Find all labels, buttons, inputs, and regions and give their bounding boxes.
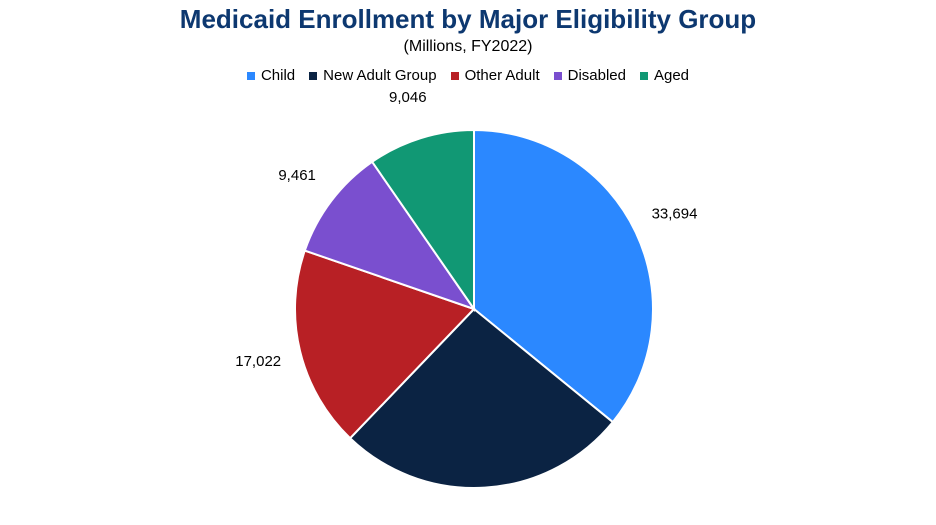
legend-swatch <box>639 71 648 80</box>
legend-item-child: Child <box>246 67 296 84</box>
chart-subtitle: (Millions, FY2022) <box>403 38 533 55</box>
legend-swatch <box>309 71 318 80</box>
pie-slice-new-adult-group <box>348 307 615 489</box>
legend-label: Child <box>260 67 296 84</box>
legend-swatch <box>246 71 255 80</box>
data-label-aged: 9,046 <box>389 89 427 106</box>
legend-label: Disabled <box>567 67 626 84</box>
legend-item-other-adult: Other Adult <box>450 67 540 84</box>
pie-slice-disabled <box>303 160 477 311</box>
legend-swatch <box>450 71 459 80</box>
legend-label: Other Adult <box>464 67 540 84</box>
legend: Child New Adult Group Other Adult Disabl… <box>0 67 936 84</box>
legend-label: Aged <box>653 67 690 84</box>
data-label-disabled: 9,461 <box>278 167 316 184</box>
data-label-child: 33,694 <box>652 206 698 223</box>
chart-title: Medicaid Enrollment by Major Eligibility… <box>179 4 757 34</box>
pie-slice-child <box>473 128 654 424</box>
legend-swatch <box>553 71 562 80</box>
data-label-new-adult-group: 24,678 <box>465 523 511 525</box>
pie-slice-other-adult <box>294 249 476 440</box>
data-label-other-adult: 17,022 <box>235 353 281 370</box>
pie-slice-aged <box>370 128 475 313</box>
legend-item-disabled: Disabled <box>553 67 626 84</box>
legend-item-aged: Aged <box>639 67 690 84</box>
legend-item-new-adult-group: New Adult Group <box>309 67 437 84</box>
legend-label: New Adult Group <box>323 67 437 84</box>
